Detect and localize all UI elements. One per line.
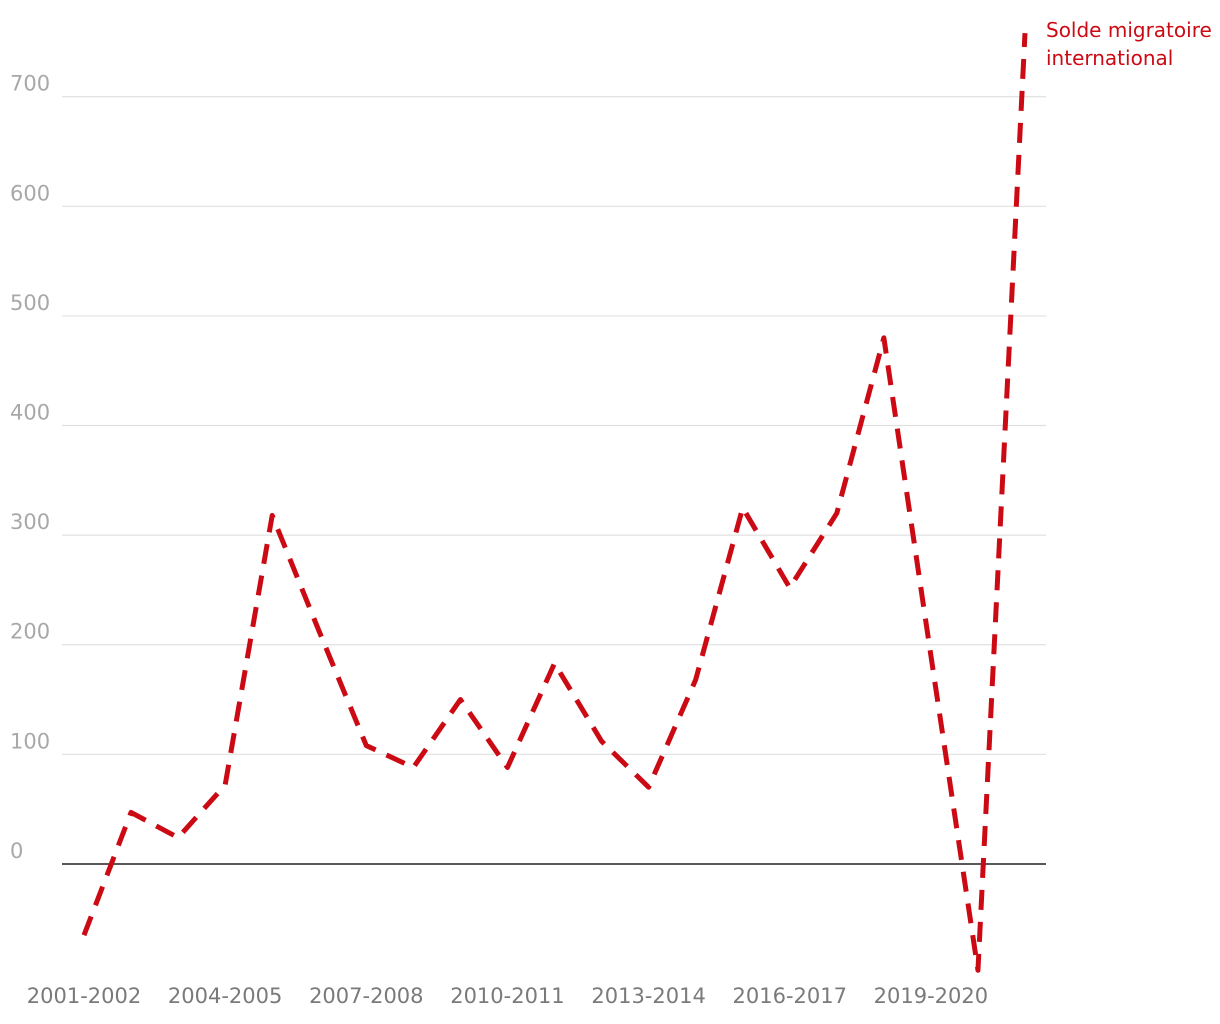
y-tick-label: 400 [10,401,50,425]
series-label: Solde migratoire international [1046,18,1212,70]
x-tick-label: 2013-2014 [591,984,705,1008]
y-tick-label: 500 [10,291,50,315]
x-tick-label: 2010-2011 [450,984,564,1008]
x-tick-label: 2016-2017 [733,984,847,1008]
y-tick-label: 0 [10,839,23,863]
x-tick-label: 2019-2020 [874,984,988,1008]
y-tick-label: 100 [10,729,50,753]
line [81,33,1028,973]
y-tick-label: 200 [10,620,50,644]
y-tick-label: 700 [10,72,50,96]
x-tick-label: 2001-2002 [27,984,141,1008]
y-tick-label: 300 [10,510,50,534]
y-tick-label: 600 [10,181,50,205]
x-tick-label: 2007-2008 [309,984,423,1008]
x-tick-label: 2004-2005 [168,984,282,1008]
